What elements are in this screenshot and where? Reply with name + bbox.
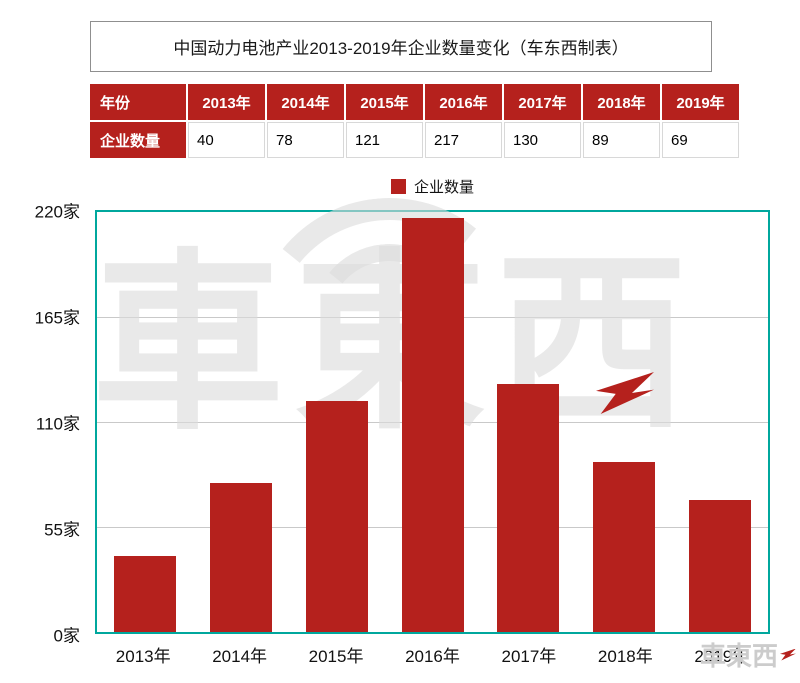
x-tick-label: 2013年 <box>115 647 171 666</box>
plot-area <box>95 210 770 634</box>
table-header-year: 2016年 <box>425 84 502 120</box>
x-axis: 2013年 2014年 2015年 2016年 2017年 2018年 2019年 <box>95 642 770 667</box>
table-header-year: 2018年 <box>583 84 660 120</box>
bar-column <box>672 212 768 632</box>
bar <box>401 217 464 632</box>
table-header-year: 2014年 <box>267 84 344 120</box>
table-value-cell: 89 <box>583 122 660 158</box>
legend-label: 企业数量 <box>413 179 474 196</box>
y-tick-label: 220家 <box>34 202 80 222</box>
bar-column <box>480 212 576 632</box>
bar <box>497 383 560 632</box>
x-tick-label: 2019年 <box>694 647 750 666</box>
x-tick-label: 2014年 <box>212 647 268 666</box>
table-value-cell: 121 <box>346 122 423 158</box>
table-value-cell: 217 <box>425 122 502 158</box>
x-tick-label: 2017年 <box>501 647 557 666</box>
bar-column <box>97 212 193 632</box>
bar-column <box>193 212 289 632</box>
table-header-label: 年份 <box>90 84 186 120</box>
data-table: 年份 2013年 2014年 2015年 2016年 2017年 2018年 2019年企业数… <box>90 84 739 158</box>
bar <box>113 555 176 632</box>
legend: 企业数量 <box>95 176 770 197</box>
bar-column <box>385 212 481 632</box>
table-header-year: 2015年 <box>346 84 423 120</box>
x-tick-label: 2018年 <box>597 647 653 666</box>
table-header-year: 2017年 <box>504 84 581 120</box>
table-value-cell: 40 <box>188 122 265 158</box>
table-header-year: 2019年 <box>662 84 739 120</box>
table-header-year: 2013年 <box>188 84 265 120</box>
x-tick-label: 2016年 <box>405 647 460 666</box>
bar-series <box>97 212 768 632</box>
watermark-bolt-icon <box>780 648 796 661</box>
y-tick-label: 165家 <box>34 308 80 328</box>
legend-swatch-icon <box>390 179 406 194</box>
table-value-cell: 78 <box>267 122 344 158</box>
bar <box>593 462 656 632</box>
table-row-label: 企业数量 <box>90 122 186 158</box>
y-tick-label: 110家 <box>35 414 80 434</box>
bar-column <box>289 212 385 632</box>
table-value-cell: 69 <box>662 122 739 158</box>
bar-column <box>576 212 672 632</box>
bar <box>689 500 752 632</box>
table-value-cell: 130 <box>504 122 581 158</box>
y-axis: 220家 165家 110家 55家 0家 <box>0 203 86 646</box>
bar <box>305 401 368 632</box>
chart-title-box: 中国动力电池产业2013-2019年企业数量变化（车东西制表） <box>90 21 712 72</box>
x-tick-label: 2015年 <box>308 647 364 666</box>
chart-title: 中国动力电池产业2013-2019年企业数量变化（车东西制表） <box>173 39 629 58</box>
y-tick-label: 55家 <box>44 520 80 540</box>
y-tick-label: 0家 <box>53 626 80 646</box>
bar <box>209 483 272 632</box>
